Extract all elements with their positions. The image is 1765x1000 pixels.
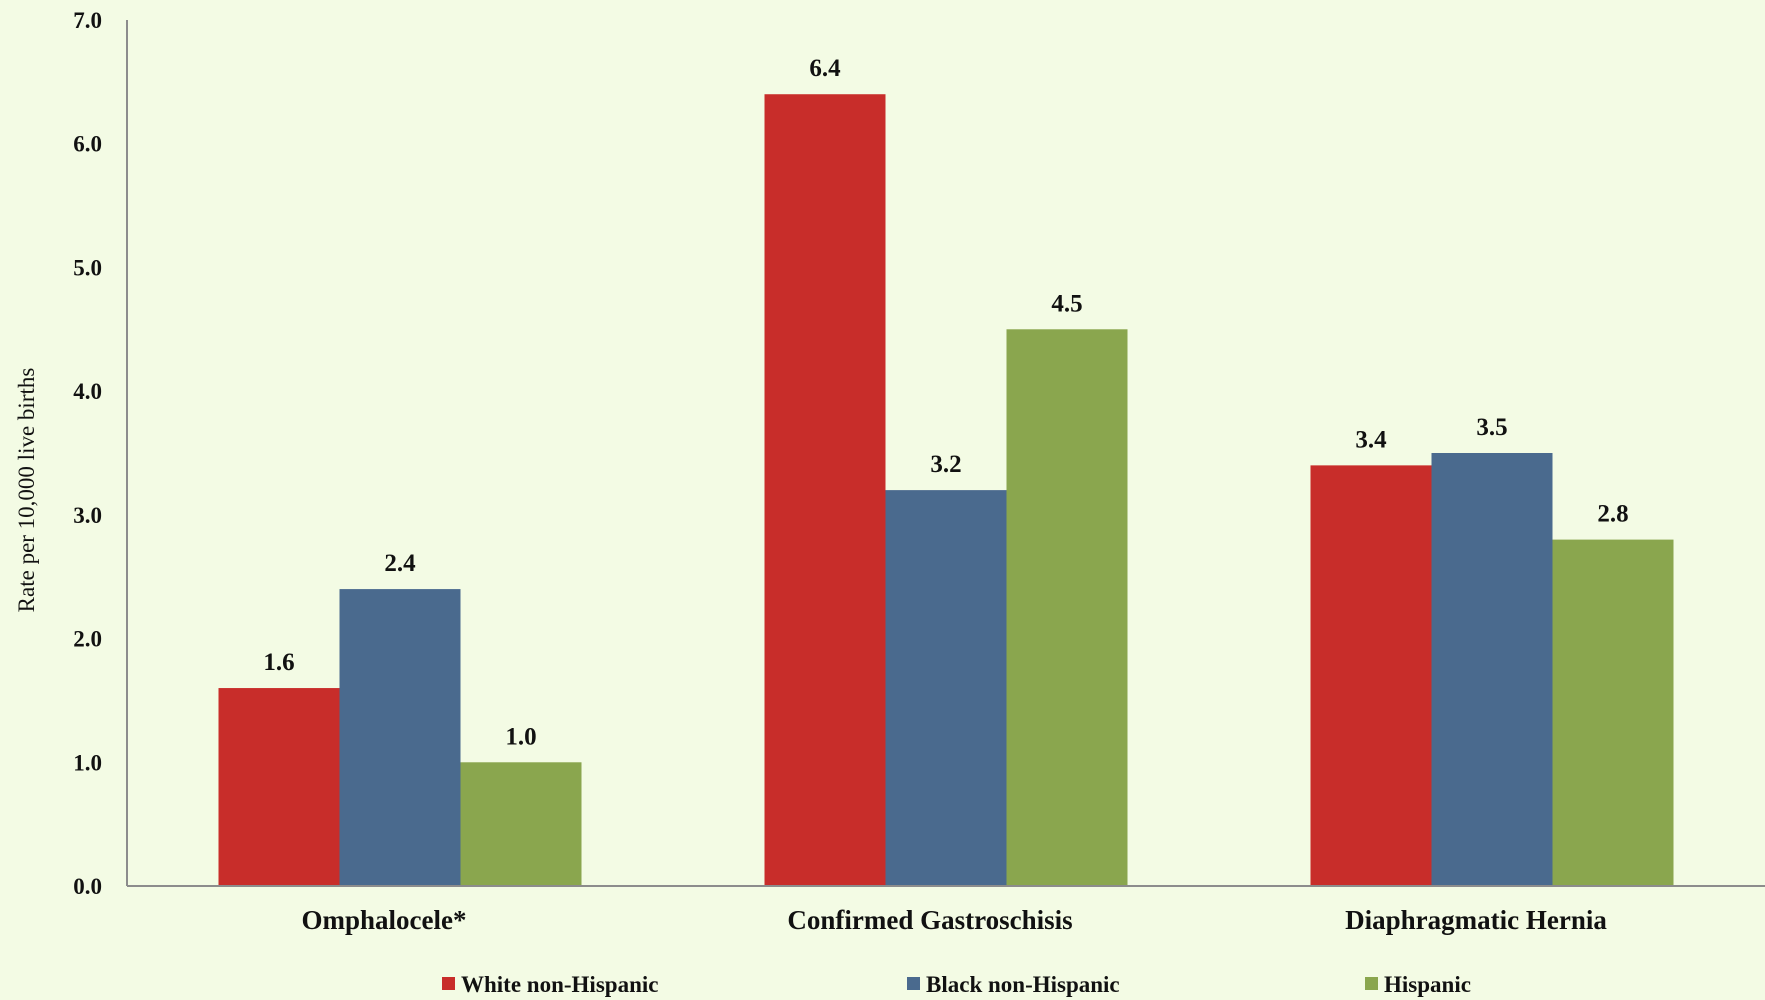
data-label: 3.2 [930, 451, 961, 478]
bar-hispanic-2 [1552, 539, 1674, 886]
data-label: 2.8 [1597, 501, 1628, 528]
x-category-label: Omphalocele* [302, 905, 467, 935]
y-tick-label: 5.0 [73, 255, 102, 280]
legend-swatch [907, 977, 920, 990]
x-category-label: Confirmed Gastroschisis [787, 905, 1072, 935]
y-tick-label: 7.0 [73, 8, 102, 33]
data-label: 3.4 [1355, 426, 1387, 453]
axes [126, 20, 1765, 887]
y-axis-ticks: 0.0 1.0 2.0 3.0 4.0 5.0 6.0 7.0 [73, 8, 102, 899]
bar-white-non-hispanic-0 [218, 688, 340, 886]
data-label: 6.4 [809, 55, 841, 82]
y-axis-title: Rate per 10,000 live births [14, 368, 39, 613]
bar-black-non-hispanic-0 [339, 589, 461, 886]
legend-swatch [442, 977, 455, 990]
bar-hispanic-1 [1006, 329, 1128, 886]
x-category-label: Diaphragmatic Hernia [1345, 905, 1607, 935]
legend-swatch [1365, 977, 1378, 990]
data-label: 4.5 [1051, 290, 1082, 317]
bar-black-non-hispanic-2 [1431, 453, 1553, 886]
bar-hispanic-0 [460, 762, 582, 886]
bar-black-non-hispanic-1 [885, 490, 1007, 886]
y-tick-label: 0.0 [73, 874, 102, 899]
bar-white-non-hispanic-2 [1310, 465, 1432, 886]
legend-label: White non-Hispanic [461, 972, 658, 997]
y-axis-title-group: Rate per 10,000 live births [14, 368, 39, 613]
y-tick-label: 4.0 [73, 379, 102, 404]
bar-white-non-hispanic-1 [764, 94, 886, 886]
y-tick-label: 6.0 [73, 132, 102, 157]
bars [218, 94, 1674, 886]
y-tick-label: 3.0 [73, 503, 102, 528]
y-tick-label: 1.0 [73, 750, 102, 775]
data-label: 2.4 [384, 550, 416, 577]
data-label: 1.0 [505, 723, 536, 750]
category-labels: Omphalocele* Confirmed Gastroschisis Diaph… [302, 905, 1608, 935]
data-label: 1.6 [263, 649, 294, 676]
legend: White non-Hispanic Black non-Hispanic Hisp… [442, 972, 1471, 997]
data-label: 3.5 [1476, 414, 1507, 441]
data-labels: 1.6 2.4 1.0 6.4 3.2 4.5 3.4 3.5 2.8 [263, 55, 1628, 750]
y-tick-label: 2.0 [73, 627, 102, 652]
legend-label: Black non-Hispanic [926, 972, 1120, 997]
legend-label: Hispanic [1384, 972, 1471, 997]
